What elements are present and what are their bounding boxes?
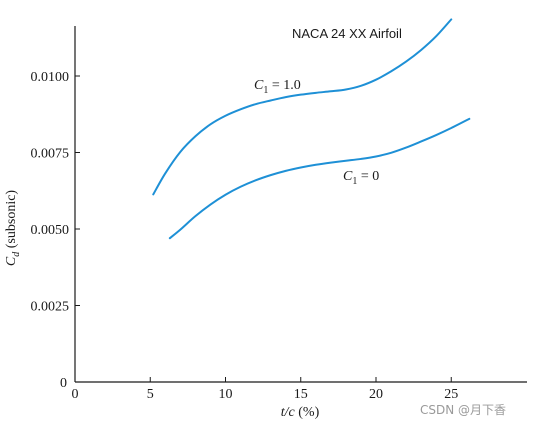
- y-ticks: 0 0.0025 0.0050 0.0075 0.0100: [31, 70, 80, 391]
- series-label-c1-zero: C1 = 0: [343, 169, 379, 187]
- x-tick-label: 25: [444, 387, 458, 402]
- series-line-c1-high: [152, 18, 453, 196]
- axes: [74, 26, 527, 383]
- y-axis-title: Cd (subsonic): [4, 190, 22, 267]
- x-tick-label: 0: [72, 387, 79, 402]
- chart-title: NACA 24 XX Airfoil: [292, 26, 402, 41]
- y-tick-label: 0.0075: [31, 147, 70, 162]
- y-tick-label: 0: [60, 376, 67, 391]
- series-line-c1-zero: [168, 117, 471, 240]
- x-axis-title: t/c (%): [281, 405, 320, 420]
- x-tick-label: 10: [219, 387, 233, 402]
- x-tick-label: 5: [147, 387, 154, 402]
- y-tick-label: 0.0025: [31, 300, 70, 315]
- series-label-c1-high: C1 = 1.0: [254, 78, 301, 96]
- x-tick-label: 15: [294, 387, 308, 402]
- series-lines: [152, 18, 471, 240]
- y-tick-label: 0.0050: [31, 223, 70, 238]
- y-tick-label: 0.0100: [31, 70, 70, 85]
- watermark: CSDN @月下香: [420, 403, 506, 417]
- x-ticks: 0 5 10 15 20 25: [72, 377, 458, 402]
- x-tick-label: 20: [369, 387, 383, 402]
